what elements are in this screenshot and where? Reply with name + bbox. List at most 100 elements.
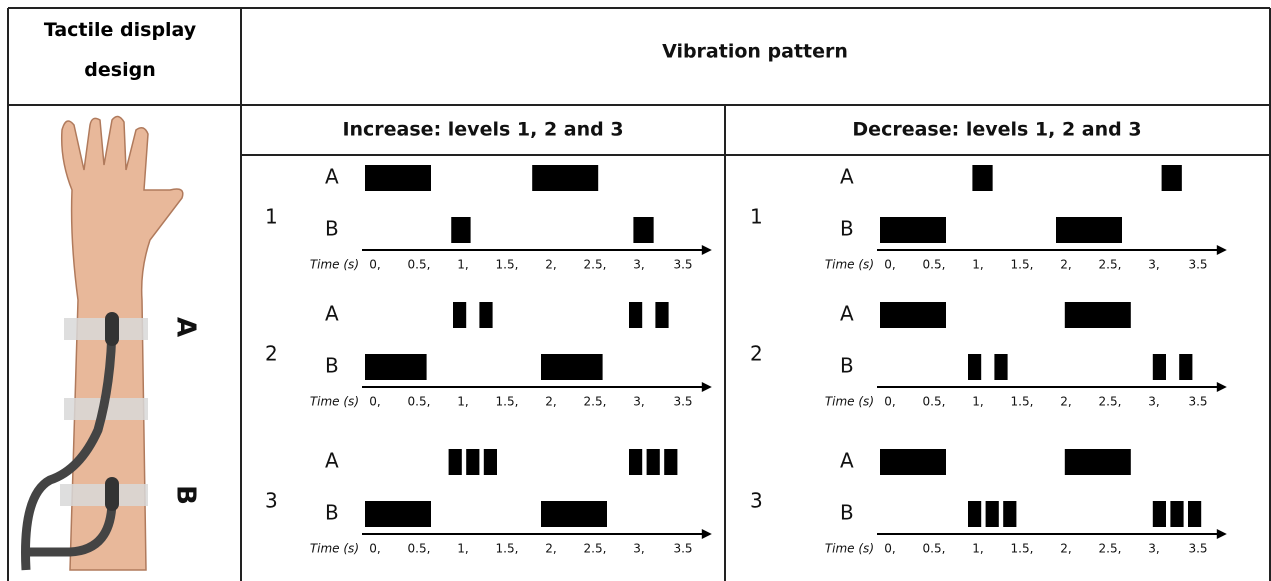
tick-label: 3.5	[673, 258, 692, 272]
tick-label: 3.5	[673, 542, 692, 556]
pulse	[972, 165, 993, 191]
track-label: B	[840, 501, 854, 525]
tick-label: 2,	[545, 395, 556, 409]
tick-label: 3.5	[1188, 542, 1207, 556]
axis-arrow	[701, 529, 712, 539]
pulse	[1170, 501, 1184, 527]
pulse	[646, 449, 660, 475]
pulse	[968, 354, 982, 380]
pulse	[1152, 354, 1166, 380]
tick-label: 3,	[1148, 542, 1159, 556]
axis-arrow	[1216, 382, 1227, 392]
axis-arrow	[1216, 529, 1227, 539]
track-label: B	[325, 217, 339, 241]
tick-label: 0.5,	[408, 395, 431, 409]
tick-label: 2.5,	[1099, 395, 1122, 409]
pulse	[451, 217, 471, 243]
time-axis-label: Time (s)	[825, 395, 874, 409]
pulse	[466, 449, 480, 475]
tick-label: 1.5,	[1011, 395, 1034, 409]
arm-illustration	[21, 115, 184, 571]
tick-label: 0,	[884, 395, 895, 409]
track-label: A	[325, 302, 339, 326]
pulse	[1056, 217, 1122, 243]
pulse	[968, 501, 982, 527]
tick-label: 2,	[1060, 258, 1071, 272]
tick-label: 0.5,	[923, 258, 946, 272]
tick-label: 1.5,	[1011, 542, 1034, 556]
tick-label: 0,	[369, 542, 380, 556]
tick-label: 1.5,	[1011, 258, 1034, 272]
axis-arrow	[1216, 245, 1227, 255]
pulse	[880, 217, 946, 243]
axis-arrow	[701, 382, 712, 392]
pulse	[664, 449, 678, 475]
pulse	[655, 302, 669, 328]
track-label: A	[325, 449, 339, 473]
level-label: 3	[265, 489, 278, 513]
tick-label: 3,	[1148, 258, 1159, 272]
tick-label: 3,	[633, 395, 644, 409]
pulse	[453, 302, 467, 328]
pulse	[448, 449, 462, 475]
pulse	[365, 165, 431, 191]
pulse	[880, 302, 946, 328]
tick-label: 2.5,	[1099, 258, 1122, 272]
pulse	[629, 302, 643, 328]
pulse	[629, 449, 643, 475]
time-axis-label: Time (s)	[310, 258, 359, 272]
track-label: B	[325, 354, 339, 378]
tick-label: 0,	[884, 542, 895, 556]
pulse	[994, 354, 1008, 380]
track-label: A	[325, 165, 339, 189]
tick-label: 1,	[457, 395, 468, 409]
tick-label: 0.5,	[408, 258, 431, 272]
header-design: Tactile display design	[43, 19, 197, 81]
pulse	[1161, 165, 1182, 191]
tick-label: 2,	[1060, 542, 1071, 556]
pulse	[985, 501, 999, 527]
tick-label: 0.5,	[923, 395, 946, 409]
tick-label: 2,	[545, 258, 556, 272]
arm-label: A	[171, 317, 201, 337]
pulse	[541, 501, 607, 527]
tick-label: 3.5	[1188, 395, 1207, 409]
pulse	[365, 501, 431, 527]
track-label: B	[840, 217, 854, 241]
time-axis-label: Time (s)	[310, 395, 359, 409]
time-axis-label: Time (s)	[310, 542, 359, 556]
tick-label: 3.5	[1188, 258, 1207, 272]
pulse	[633, 217, 654, 243]
pulse	[1064, 449, 1131, 475]
pulse	[880, 449, 946, 475]
tick-label: 0,	[884, 258, 895, 272]
pulse	[1152, 501, 1166, 527]
tick-label: 2,	[1060, 395, 1071, 409]
pulse	[541, 354, 603, 380]
pulse	[365, 354, 427, 380]
tick-label: 3,	[633, 542, 644, 556]
tick-label: 2.5,	[584, 395, 607, 409]
tick-label: 0,	[369, 258, 380, 272]
tick-label: 1.5,	[496, 258, 519, 272]
time-axis-label: Time (s)	[825, 258, 874, 272]
pulse	[1003, 501, 1017, 527]
pulse	[483, 449, 497, 475]
tick-label: 1.5,	[496, 395, 519, 409]
tick-label: 2,	[545, 542, 556, 556]
tick-label: 1,	[972, 542, 983, 556]
pulse	[1179, 354, 1193, 380]
tick-label: 3,	[633, 258, 644, 272]
header-pattern: Vibration pattern	[662, 41, 848, 63]
track-label: A	[840, 165, 854, 189]
level-label: 1	[750, 205, 763, 229]
tick-label: 2.5,	[1099, 542, 1122, 556]
tick-label: 3,	[1148, 395, 1159, 409]
tick-label: 1,	[972, 395, 983, 409]
track-label: A	[840, 302, 854, 326]
pulse	[532, 165, 599, 191]
tick-label: 0.5,	[408, 542, 431, 556]
track-label: A	[840, 449, 854, 473]
